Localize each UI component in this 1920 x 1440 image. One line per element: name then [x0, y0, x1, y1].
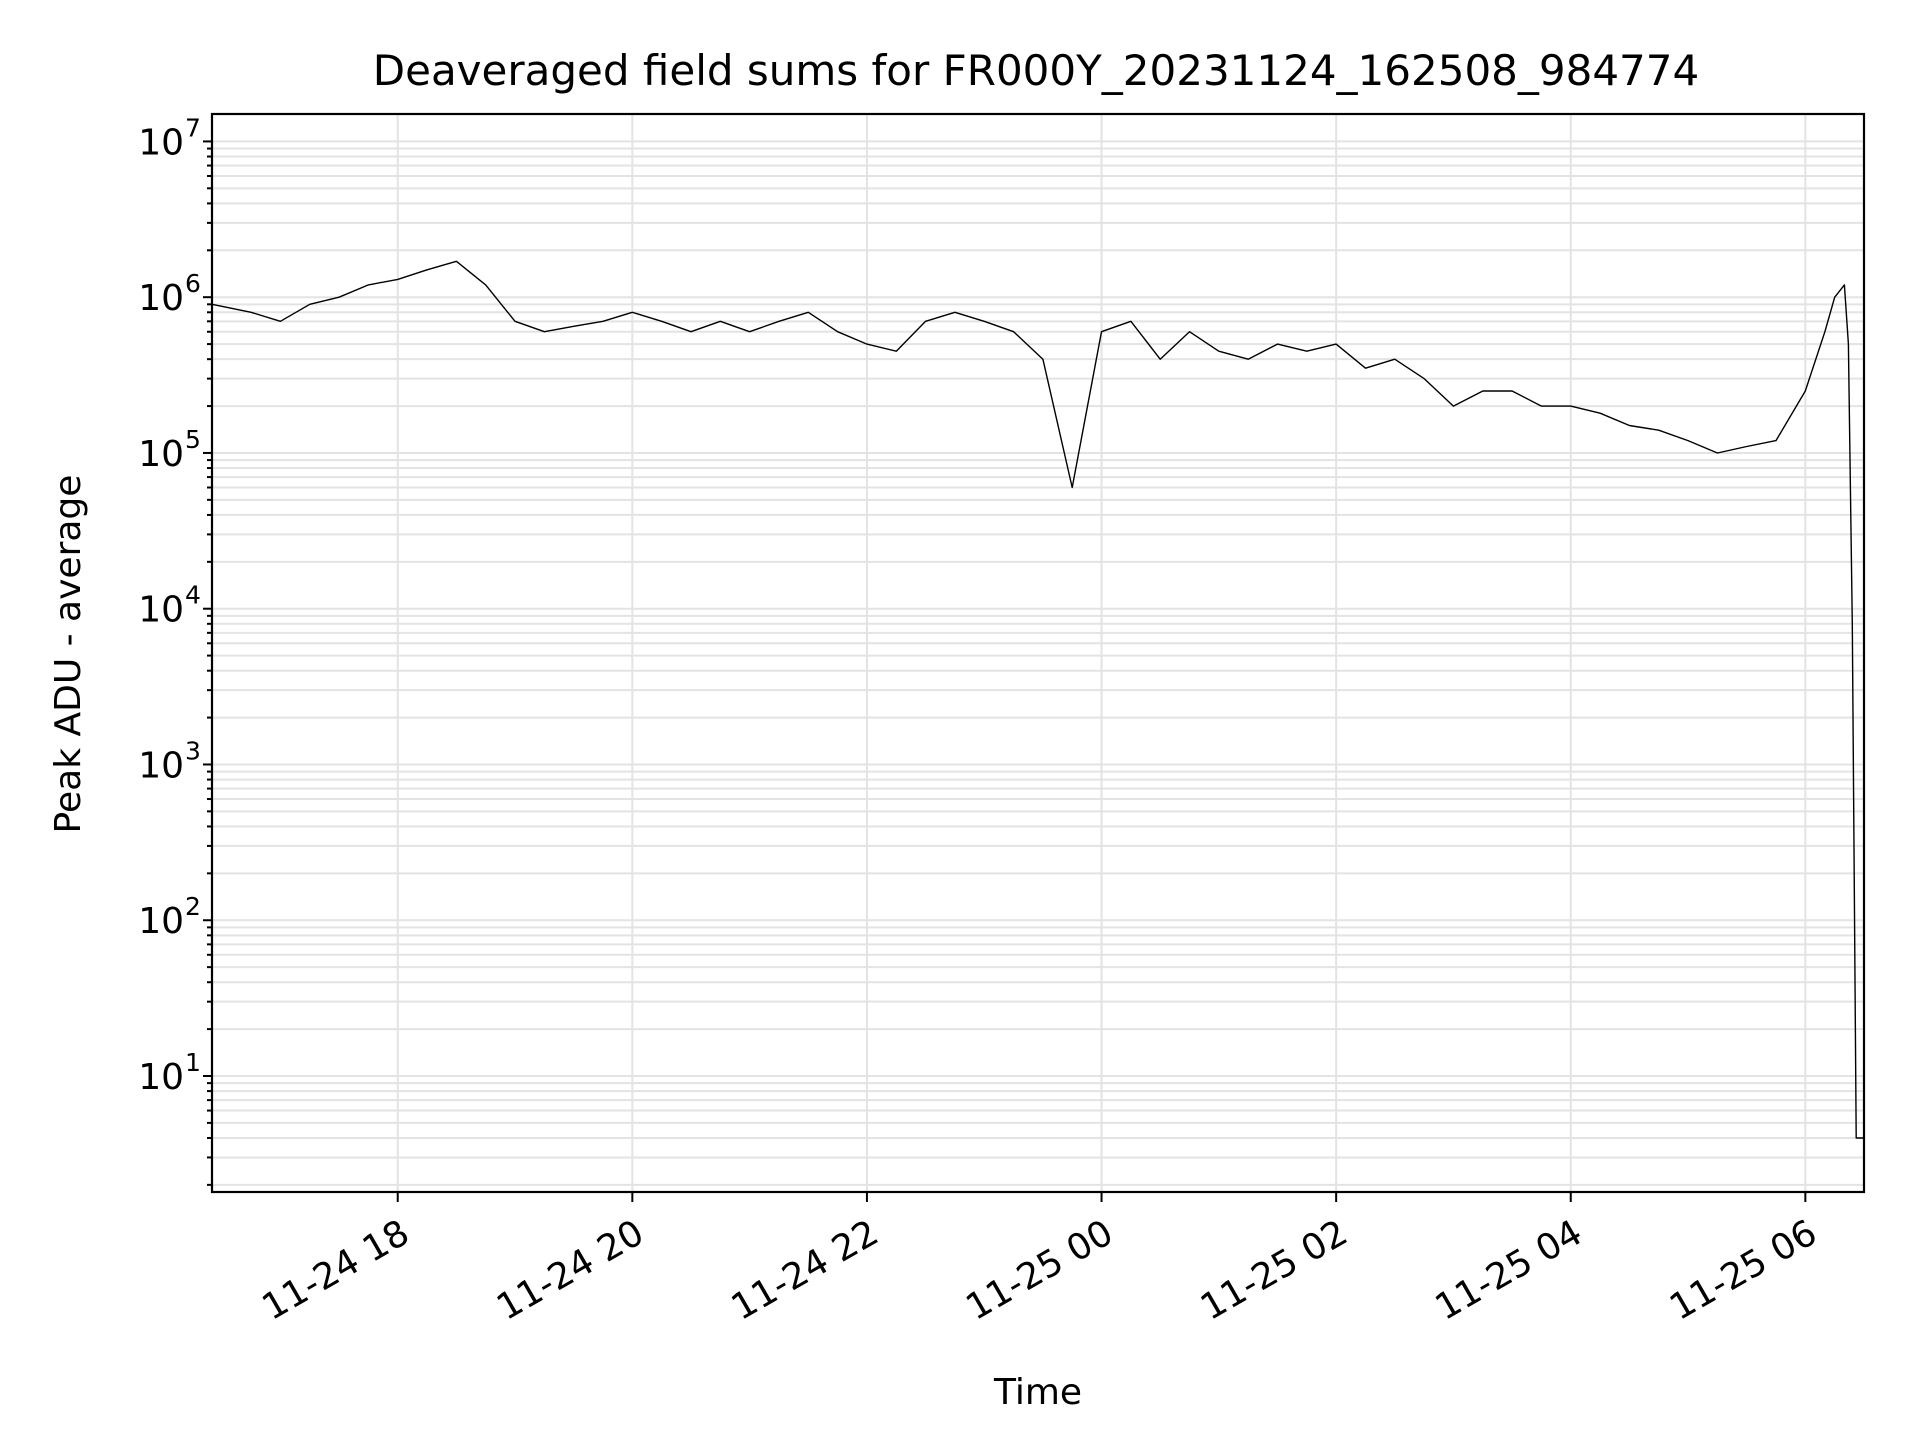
major-gridlines [212, 114, 1864, 1192]
y-tick-label: 10 [138, 122, 184, 163]
chart-title: Deaveraged field sums for FR000Y_2023112… [373, 46, 1699, 95]
y-tick-exponent: 7 [185, 113, 201, 142]
y-tick-exponent: 1 [185, 1048, 201, 1077]
minor-gridlines [212, 147, 1864, 1186]
y-tick-exponent: 5 [185, 425, 201, 454]
y-tick-exponent: 4 [185, 581, 201, 610]
y-tick-label: 10 [138, 434, 184, 475]
y-tick-label: 10 [138, 901, 184, 942]
x-tick-label: 11-25 00 [959, 1212, 1120, 1328]
y-tick-exponent: 6 [185, 269, 201, 298]
x-tick-label: 11-25 04 [1429, 1212, 1590, 1328]
x-tick-label: 11-24 22 [725, 1212, 886, 1328]
y-tick-label: 10 [138, 745, 184, 786]
x-axis-label: Time [993, 1372, 1082, 1413]
x-tick-label: 11-25 06 [1663, 1212, 1824, 1328]
plot-frame [210, 112, 1866, 1194]
y-tick-label: 10 [138, 278, 184, 319]
y-tick-label: 10 [138, 1057, 184, 1098]
x-tick-label: 11-24 18 [256, 1212, 417, 1328]
y-tick-exponent: 2 [185, 892, 201, 921]
x-axis-ticks: 11-24 18 11-24 20 11-24 22 11-25 00 11-25 02… [256, 1192, 1824, 1329]
x-tick-label: 11-24 20 [490, 1212, 651, 1328]
y-tick-label: 10 [138, 590, 184, 631]
series-line [211, 260, 1864, 1139]
y-axis-label: Peak ADU - average [48, 475, 89, 834]
y-tick-exponent: 3 [185, 736, 201, 765]
x-tick-label: 11-25 02 [1194, 1212, 1355, 1328]
